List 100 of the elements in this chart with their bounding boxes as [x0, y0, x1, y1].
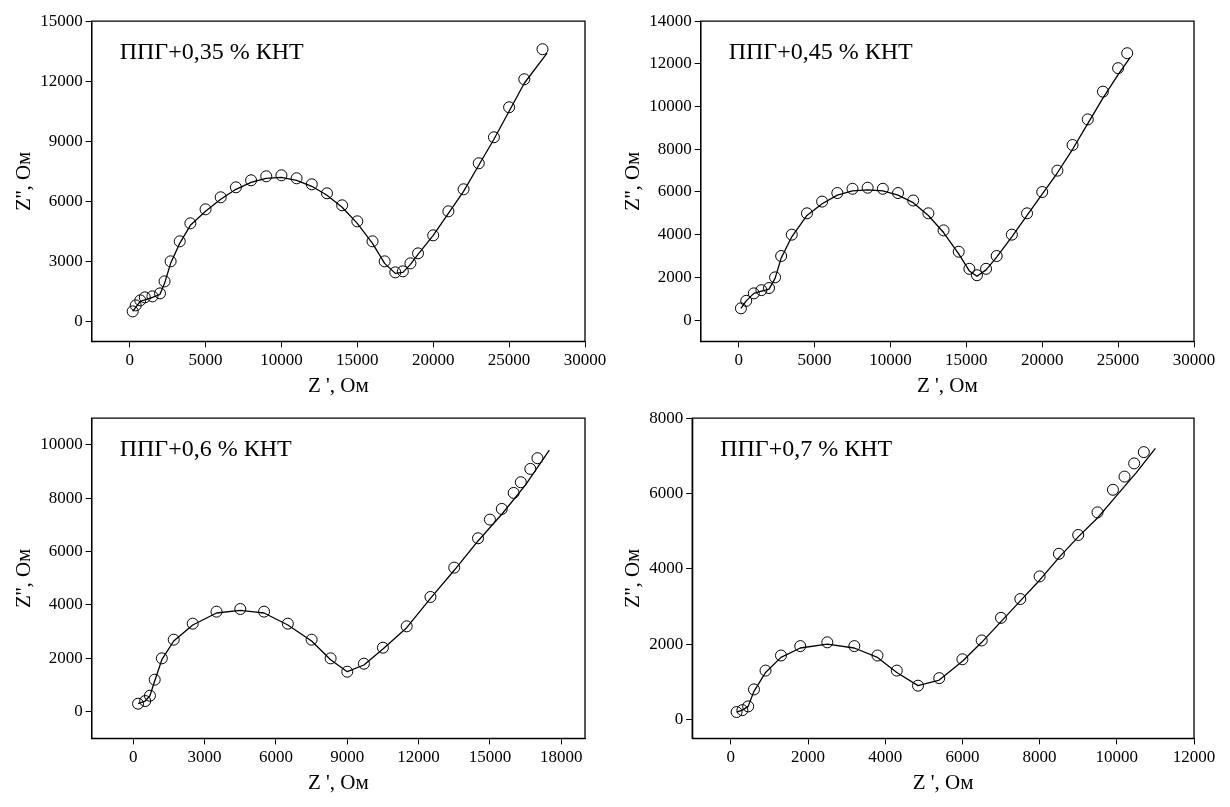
point: [1052, 547, 1065, 560]
y-tick-label: 14000: [649, 10, 692, 30]
point: [275, 169, 288, 182]
point: [376, 641, 389, 654]
x-tick-label: 0: [726, 747, 736, 767]
point: [755, 284, 768, 297]
point: [922, 207, 935, 220]
point: [258, 605, 271, 618]
point: [229, 181, 242, 194]
point: [129, 299, 142, 312]
point: [495, 502, 508, 515]
point: [1036, 185, 1049, 198]
point: [424, 590, 437, 603]
point: [1033, 570, 1046, 583]
point: [742, 700, 755, 713]
point: [138, 291, 151, 304]
point: [184, 217, 197, 230]
point: [763, 282, 775, 295]
x-tick-label: 10000: [869, 350, 912, 370]
point: [132, 697, 145, 710]
x-tick-label: 10000: [260, 350, 303, 370]
y-tick-label: 10000: [649, 96, 692, 116]
point: [1066, 139, 1079, 152]
y-tick-label: 8000: [649, 407, 684, 427]
y-tick-label: 10000: [40, 434, 83, 454]
point: [281, 617, 294, 630]
x-tick-label: 6000: [258, 747, 293, 767]
point: [952, 245, 965, 258]
x-axis-title: Z ', Ом: [307, 769, 369, 794]
x-tick-label: 25000: [1096, 350, 1140, 370]
point: [320, 187, 333, 200]
point: [861, 181, 874, 194]
point: [214, 191, 227, 204]
point: [134, 294, 147, 307]
point: [1121, 47, 1134, 60]
point: [164, 255, 177, 268]
x-tick-label: 5000: [797, 350, 832, 370]
point: [158, 275, 171, 288]
point: [378, 255, 391, 268]
point: [245, 174, 258, 187]
point: [404, 257, 417, 270]
x-tick-label: 0: [125, 350, 134, 370]
annotation: ППГ+0,35 % КНТ: [119, 38, 305, 65]
y-tick-label: 2000: [48, 647, 83, 667]
point: [740, 294, 753, 307]
point: [400, 620, 413, 633]
point: [536, 43, 549, 56]
y-tick-label: 0: [74, 310, 83, 330]
y-tick-label: 6000: [48, 541, 83, 561]
point: [389, 266, 402, 279]
point: [167, 633, 180, 646]
point: [794, 640, 807, 653]
point: [980, 262, 993, 275]
point: [933, 672, 946, 685]
x-axis-title: Z ', Ом: [307, 372, 369, 397]
point: [848, 640, 861, 653]
point: [1137, 446, 1150, 459]
y-tick-label: 2000: [649, 633, 684, 653]
point: [524, 462, 537, 475]
y-tick-label: 15000: [40, 10, 83, 30]
point: [143, 689, 156, 702]
point: [747, 683, 760, 696]
point: [186, 617, 199, 630]
x-tick-label: 0: [734, 350, 743, 370]
point: [846, 182, 859, 195]
x-tick-label: 30000: [563, 350, 607, 370]
y-tick-label: 8000: [657, 138, 692, 158]
point: [234, 602, 247, 615]
x-tick-label: 9000: [330, 747, 365, 767]
y-axis-title: Z'', Ом: [620, 151, 645, 211]
x-axis-title: Z ', Ом: [916, 372, 978, 397]
y-tick-label: 6000: [48, 190, 83, 210]
point: [357, 657, 370, 670]
point: [1118, 470, 1131, 483]
point: [800, 207, 813, 220]
point: [531, 452, 544, 465]
x-tick-label: 18000: [539, 747, 583, 767]
y-tick-label: 9000: [48, 130, 83, 150]
y-tick-label: 4000: [48, 594, 83, 614]
point: [892, 187, 905, 200]
point: [975, 634, 988, 647]
point: [155, 652, 168, 665]
x-tick-label: 2000: [791, 747, 825, 767]
x-tick-label: 15000: [945, 350, 988, 370]
x-tick-label: 12000: [397, 747, 440, 767]
y-tick-label: 6000: [657, 181, 692, 201]
point: [341, 665, 354, 678]
x-tick-label: 6000: [945, 747, 980, 767]
point: [1081, 113, 1094, 126]
point: [736, 704, 749, 717]
point: [990, 250, 1003, 263]
y-tick-label: 6000: [649, 483, 684, 503]
point: [487, 131, 500, 144]
y-tick-label: 0: [674, 709, 684, 729]
point: [995, 611, 1007, 624]
point: [324, 652, 337, 665]
x-tick-label: 12000: [1172, 747, 1216, 767]
point: [831, 187, 844, 200]
point: [912, 679, 925, 692]
x-tick-label: 15000: [468, 747, 512, 767]
